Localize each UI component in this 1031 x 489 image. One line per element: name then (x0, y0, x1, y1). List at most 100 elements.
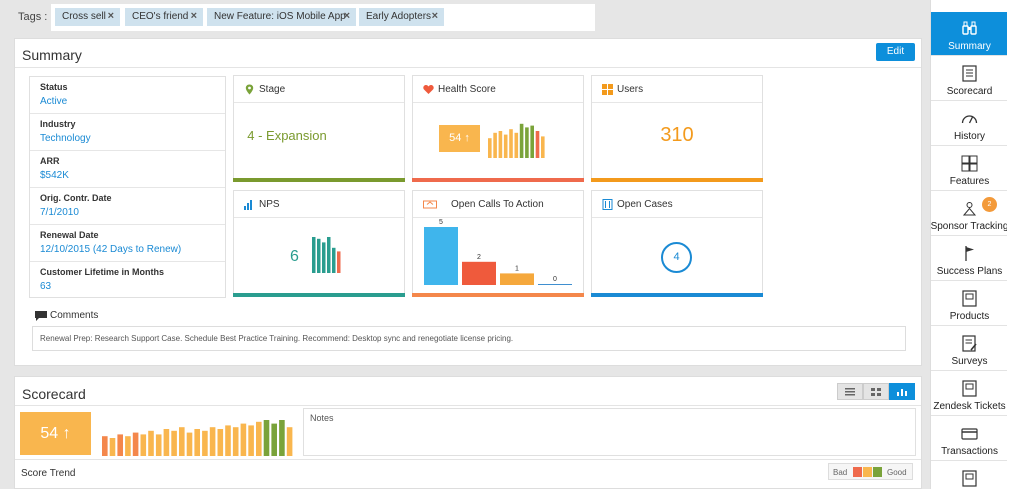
score-trend-bar (286, 427, 293, 456)
open-cases-tile[interactable]: Open Cases 4 (591, 190, 763, 297)
sidebar-item-surveys[interactable]: Surveys (931, 327, 1008, 371)
call-bar-label: 0 (553, 276, 557, 283)
tile-header: Open Cases (592, 191, 762, 218)
score-trend-bar (279, 420, 285, 456)
remove-tag-icon[interactable]: × (190, 10, 197, 22)
score-trend-bar (240, 423, 247, 456)
sidebar-item-products[interactable]: Products (931, 282, 1008, 326)
list-view-button[interactable] (837, 383, 863, 400)
binoculars-icon (962, 21, 977, 35)
remove-tag-icon[interactable]: × (343, 10, 350, 22)
nps-tile[interactable]: NPS 6 (233, 190, 405, 297)
ticket-icon (423, 200, 437, 209)
grid-icon (602, 84, 613, 95)
tile-accent-bar (591, 178, 763, 182)
remove-tag-icon[interactable]: × (107, 10, 114, 22)
sidebar-item-transactions[interactable]: Transactions (931, 417, 1008, 461)
tag-label: CEO's friend (132, 11, 189, 22)
remove-tag-icon[interactable]: × (431, 10, 438, 22)
call-bar (500, 273, 534, 285)
sidebar-item-success-plans[interactable]: Success Plans (931, 237, 1008, 281)
open-calls-chart: 5 2 1 0 (424, 219, 572, 285)
sidebar-item-summary[interactable]: Summary (931, 12, 1008, 56)
heart-icon (423, 85, 434, 94)
edit-button[interactable]: Edit (876, 43, 915, 61)
sidebar-item-features[interactable]: Features (931, 147, 1008, 191)
info-row: ARR $542K (30, 151, 225, 188)
tile-accent-bar (233, 178, 405, 182)
account-info-list: Status Active Industry Technology ARR $542K… (29, 76, 226, 298)
score-trend-bar (232, 427, 239, 456)
call-bar-label: 2 (477, 254, 481, 261)
score-trend-label: Score Trend (21, 468, 76, 479)
sidebar-item-zendesk-tickets[interactable]: Zendesk Tickets (931, 372, 1008, 416)
tile-accent-bar (591, 293, 763, 297)
info-row: Industry Technology (30, 114, 225, 151)
open-calls-tile[interactable]: Open Calls To Action 5 2 1 0 (412, 190, 584, 297)
comments-field[interactable]: Renewal Prep: Research Support Case. Sch… (32, 326, 906, 351)
score-trend-bar (163, 429, 170, 456)
scorecard-score-badge: 54 ↑ (20, 412, 91, 455)
scorecard-title: Scorecard (22, 386, 86, 402)
chart-view-button[interactable] (889, 383, 915, 400)
score-trend-bar (209, 427, 216, 456)
tile-accent-bar (412, 293, 584, 297)
document-icon[interactable] (961, 470, 978, 487)
summary-title: Summary (22, 47, 82, 63)
info-value[interactable]: 7/1/2010 (40, 207, 79, 218)
tile-accent-bar (412, 178, 584, 182)
health-score-tile[interactable]: Health Score 54 ↑ (412, 75, 584, 182)
bar-chart-icon (244, 200, 252, 210)
nps-trend-bar (337, 251, 341, 273)
score-trend-bar (202, 430, 208, 456)
divider (15, 459, 921, 460)
sidebar-item-label: Products (949, 311, 990, 322)
users-tile[interactable]: Users 310 (591, 75, 763, 182)
legend-good-label: Good (887, 468, 907, 477)
nps-trend-chart (312, 237, 341, 273)
score-trend-bar (248, 425, 254, 456)
health-score-badge: 54 ↑ (439, 125, 480, 152)
tile-title: Open Calls To Action (451, 199, 544, 210)
tag-chip: New Feature: iOS Mobile App × (207, 8, 356, 26)
gauge-icon (961, 115, 978, 124)
sponsor-icon (962, 202, 977, 216)
tile-header: Stage (234, 76, 404, 103)
tag-label: Cross sell (62, 11, 106, 22)
open-cases-value: 4 (661, 242, 692, 273)
nps-trend-bar (322, 242, 326, 273)
users-value: 310 (660, 124, 694, 146)
info-value[interactable]: 12/10/2015 (42 Days to Renew) (40, 244, 182, 255)
call-bar (462, 261, 496, 285)
score-legend: Bad Good (828, 463, 913, 480)
tags-input[interactable]: Cross sell × CEO's friend × New Feature: i… (51, 4, 595, 31)
notes-label: Notes (310, 413, 334, 423)
stage-tile[interactable]: Stage 4 - Expansion (233, 75, 405, 182)
health-trend-bar (541, 136, 545, 158)
info-row: Renewal Date 12/10/2015 (42 Days to Renew… (30, 225, 225, 262)
flag-icon (965, 246, 974, 261)
sidebar-item-sponsor-tracking[interactable]: Sponsor Tracking (931, 192, 1008, 236)
score-trend-chart (102, 420, 293, 456)
notes-field[interactable]: Notes (303, 408, 916, 456)
health-trend-bar (493, 132, 497, 158)
sidebar-item-scorecard[interactable]: Scorecard (931, 57, 1008, 101)
score-trend-bar (179, 427, 185, 456)
sponsor-badge: 2 (982, 197, 997, 212)
document-icon (602, 199, 613, 210)
tag-chip: CEO's friend × (125, 8, 203, 26)
score-trend-bar (132, 432, 139, 456)
window-edge (1007, 0, 1031, 489)
health-trend-bar (525, 127, 529, 158)
sidebar-item-label: Summary (948, 41, 991, 52)
score-trend-bar (263, 420, 270, 456)
score-trend-bar (194, 429, 200, 456)
nps-value: 6 (290, 248, 299, 265)
score-trend-bar (186, 432, 193, 456)
grid-view-button[interactable] (863, 383, 889, 400)
sidebar-item-history[interactable]: History (931, 102, 1008, 146)
legend-swatch (873, 467, 882, 477)
tag-label: Early Adopters (366, 11, 432, 22)
tile-header: Users (592, 76, 762, 103)
call-bar-label: 5 (439, 219, 443, 226)
